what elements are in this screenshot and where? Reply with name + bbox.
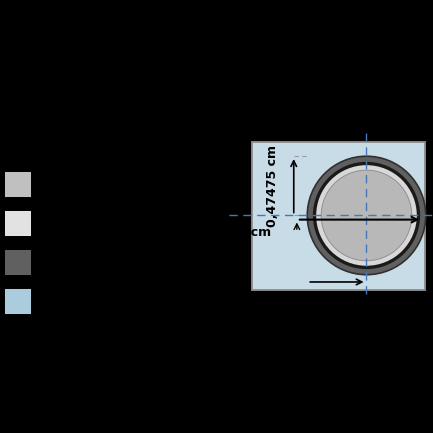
Text: 2: 2	[137, 167, 146, 180]
Text: lad (Zirlo): lad (Zirlo)	[35, 253, 127, 271]
Circle shape	[307, 156, 426, 275]
Text: 0,40: 0,40	[316, 290, 350, 304]
Bar	[4, 210, 30, 236]
Text: IFB: IFB	[126, 207, 154, 222]
Text: 08 cm: 08 cm	[229, 226, 271, 239]
Text: 0,47475 cm: 0,47475 cm	[266, 145, 279, 227]
Circle shape	[316, 165, 417, 266]
Text: AP (Helium): AP (Helium)	[35, 214, 146, 232]
Text: Vater: Vater	[35, 292, 85, 310]
Circle shape	[313, 162, 420, 269]
Text: 0,00: 0,00	[116, 242, 154, 256]
Bar	[252, 142, 425, 290]
Bar	[4, 249, 30, 275]
Text: ): )	[151, 175, 158, 193]
Text: uel ( UO: uel ( UO	[35, 175, 110, 193]
Bar	[0, 381, 204, 433]
Bar	[4, 171, 30, 197]
Bar	[225, 113, 433, 138]
Bar	[4, 288, 30, 314]
Bar	[252, 142, 425, 290]
Bar	[0, 0, 204, 52]
Circle shape	[321, 170, 412, 261]
Bar	[252, 142, 425, 290]
Bar	[225, 295, 433, 320]
